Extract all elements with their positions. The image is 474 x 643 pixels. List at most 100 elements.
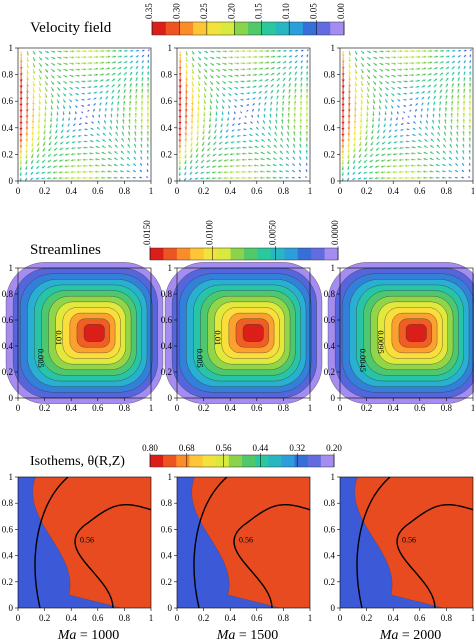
streamlines-axis-ytick-label: 0 xyxy=(168,393,173,403)
velocity-arrowhead xyxy=(64,75,68,78)
velocity-arrowhead xyxy=(71,147,74,150)
velocity-arrowhead xyxy=(141,77,144,80)
velocity-arrowhead xyxy=(236,152,239,156)
velocity-arrowhead xyxy=(19,179,22,182)
velocity-arrowhead xyxy=(367,89,370,92)
velocity-arrowhead xyxy=(131,55,134,58)
velocity-arrowhead xyxy=(189,172,192,175)
velocity-arrowhead xyxy=(275,107,279,110)
velocity-arrowhead xyxy=(393,147,396,150)
isotherms-axis-xtick-label: 0.2 xyxy=(361,613,372,623)
velocity-arrowhead xyxy=(464,55,466,57)
velocity-arrowhead xyxy=(423,79,426,82)
velocity-arrowhead xyxy=(70,81,74,84)
velocity-arrowhead xyxy=(373,82,376,85)
velocity-arrowhead xyxy=(41,166,45,169)
velocity-arrowhead xyxy=(352,178,355,180)
velocity-arrowhead xyxy=(446,72,449,75)
isotherms-axis-xtick-label: 0 xyxy=(175,613,180,623)
velocity-arrowhead xyxy=(221,113,224,116)
isotherms-colorbar: 0.80 0.68 0.56 0.44 0.32 0.20 xyxy=(142,443,342,468)
velocity-arrowhead xyxy=(25,156,28,159)
velocity-arrowhead xyxy=(440,78,443,81)
velocity-arrowhead xyxy=(405,74,408,77)
velocity-arrowhead xyxy=(265,90,268,93)
velocity-arrowhead xyxy=(178,156,182,160)
velocity-arrowhead xyxy=(217,81,220,85)
velocity-arrowhead xyxy=(266,73,269,76)
velocity-arrowhead xyxy=(122,125,125,128)
velocity-arrowhead xyxy=(47,177,50,180)
velocity-arrowhead xyxy=(306,54,309,57)
velocity-arrowhead xyxy=(136,55,139,58)
velocity-arrowhead xyxy=(387,147,390,150)
velocity-arrowhead xyxy=(341,97,345,101)
velocity-arrowhead xyxy=(423,170,426,173)
velocity-arrowhead xyxy=(210,95,213,98)
velocity-arrowhead xyxy=(90,134,93,137)
streamlines-colorbar-swatch xyxy=(257,248,272,260)
velocity-arrowhead xyxy=(49,131,52,134)
velocity-axis-xtick-label: 0.2 xyxy=(361,186,372,196)
isotherm-contour-line xyxy=(74,504,151,608)
velocity-arrowhead xyxy=(87,109,90,112)
velocity-arrowhead xyxy=(430,49,433,53)
velocity-axis-ytick-label: 0.4 xyxy=(161,123,173,133)
velocity-arrowhead xyxy=(267,49,270,53)
velocity-arrowhead xyxy=(354,102,357,106)
velocity-arrowhead xyxy=(296,49,298,52)
velocity-arrowhead xyxy=(468,150,471,152)
isotherms-axis-xtick-label: 1 xyxy=(149,613,154,623)
velocity-arrowhead xyxy=(380,69,384,72)
velocity-arrowhead xyxy=(56,107,59,110)
velocity-arrowhead xyxy=(216,100,219,104)
velocity-arrowhead xyxy=(277,72,281,75)
velocity-arrowhead xyxy=(462,118,466,121)
velocity-arrowhead xyxy=(427,102,430,105)
velocity-arrowhead xyxy=(102,145,105,148)
velocity-arrowhead xyxy=(445,101,448,104)
isotherms-axis-ytick-label: 0.8 xyxy=(161,498,173,508)
velocity-arrowhead xyxy=(190,150,193,153)
velocity-arrowhead xyxy=(293,143,296,147)
velocity-arrowhead xyxy=(46,50,49,53)
velocity-arrowhead xyxy=(89,92,91,95)
velocity-arrowhead xyxy=(441,61,444,64)
velocity-arrowhead xyxy=(140,131,143,134)
velocity-arrowhead xyxy=(347,144,351,148)
velocity-arrowhead xyxy=(96,61,99,65)
velocity-arrowhead xyxy=(261,145,264,148)
velocity-arrowhead xyxy=(107,73,110,76)
velocity-arrowhead xyxy=(89,158,92,161)
velocity-arrowhead xyxy=(237,134,239,137)
velocity-arrowhead xyxy=(359,143,362,147)
velocity-arrowhead xyxy=(184,90,188,94)
velocity-arrowhead xyxy=(185,65,188,69)
velocity-arrowhead xyxy=(146,156,149,159)
velocity-arrowhead xyxy=(52,69,55,72)
velocity-arrowhead xyxy=(393,56,397,59)
velocity-arrowhead xyxy=(400,56,403,59)
velocity-axis-xtick-label: 0.4 xyxy=(225,186,237,196)
velocity-arrowhead xyxy=(59,50,62,53)
velocity-arrowhead xyxy=(132,176,135,179)
streamlines-axis-ytick-label: 0.2 xyxy=(324,367,335,377)
velocity-arrowhead xyxy=(368,57,371,60)
isotherms-title: Isothems, θ(R,Z) xyxy=(30,454,125,469)
velocity-arrowhead xyxy=(235,93,238,96)
velocity-arrowhead xyxy=(444,107,448,110)
velocity-arrowhead xyxy=(54,142,57,145)
velocity-arrowhead xyxy=(268,132,271,135)
velocity-arrowhead xyxy=(135,88,138,92)
velocity-arrowhead xyxy=(252,108,254,111)
velocity-arrowhead xyxy=(294,71,297,74)
velocity-arrowhead xyxy=(49,125,52,128)
velocity-arrowhead xyxy=(353,138,356,141)
velocity-arrowhead xyxy=(210,82,213,85)
velocity-arrowhead xyxy=(25,144,29,148)
velocity-arrowhead xyxy=(19,85,23,89)
velocity-arrowhead xyxy=(37,138,40,141)
velocity-arrowhead xyxy=(266,176,269,180)
velocity-arrowhead xyxy=(19,91,23,95)
